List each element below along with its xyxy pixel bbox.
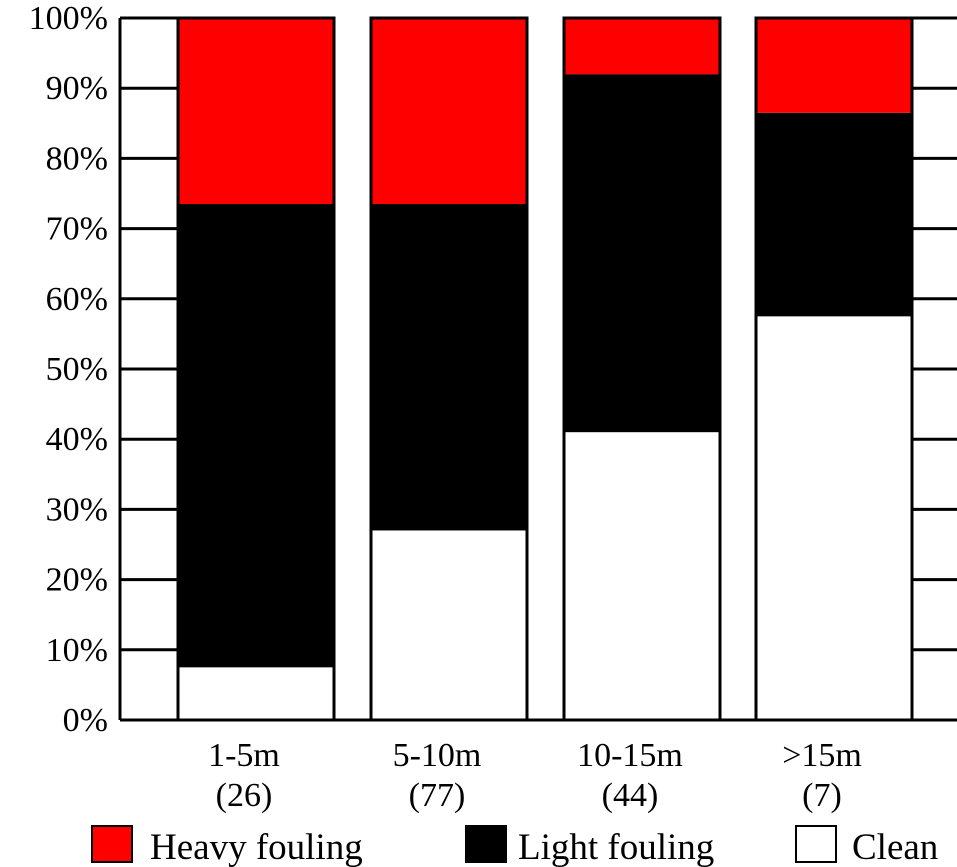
- bar-10-15m: [562, 16, 722, 722]
- y-tick-label: 40%: [46, 421, 108, 458]
- legend-swatch: [795, 825, 837, 863]
- bars: [176, 16, 914, 722]
- legend-label: Light fouling: [518, 827, 714, 867]
- bar-segment-heavy-fouling: [756, 18, 912, 113]
- bar-segment-heavy-fouling: [564, 18, 720, 75]
- legend-item-heavy-fouling: Heavy fouling: [91, 825, 363, 867]
- bar-segment-clean: [756, 316, 912, 720]
- bar-segment-clean: [371, 530, 527, 720]
- legend-label: Heavy fouling: [150, 827, 363, 867]
- bar-1-5m: [176, 16, 336, 722]
- legend-item-clean: Clean: [795, 825, 938, 867]
- legend-swatch: [91, 825, 133, 863]
- bar-segment-clean: [178, 667, 334, 720]
- legend-item-light-fouling: Light fouling: [465, 825, 714, 867]
- x-category-count: (44): [602, 777, 659, 814]
- x-category-label: 5-10m: [393, 737, 482, 774]
- x-category-count: (26): [216, 777, 273, 814]
- bar-segment-heavy-fouling: [178, 18, 334, 205]
- legend-label: Clean: [852, 827, 938, 867]
- y-axis-tick-labels: 0% 10% 20% 30% 40% 50% 60% 70% 80% 90% 100%: [29, 0, 108, 739]
- bar-5-10m: [369, 16, 529, 722]
- bar-segment-light-fouling: [564, 74, 720, 433]
- y-axis-ticks-right: [912, 16, 957, 722]
- bar-segment-light-fouling: [756, 112, 912, 317]
- y-tick-label: 30%: [46, 491, 108, 528]
- y-tick-label: 0%: [63, 702, 108, 739]
- legend-swatch: [465, 825, 507, 863]
- y-tick-label: 60%: [46, 281, 108, 318]
- bar-segment-heavy-fouling: [371, 18, 527, 205]
- y-axis-ticks-left: [120, 16, 178, 722]
- y-tick-label: 70%: [46, 211, 108, 248]
- y-tick-label: 10%: [46, 632, 108, 669]
- x-category-count: (77): [409, 777, 466, 814]
- x-axis-category-labels: 1-5m(26) 5-10m(77) 10-15m(44) >15m(7): [208, 737, 862, 814]
- bar-segment-light-fouling: [371, 204, 527, 531]
- bar-15m: [754, 16, 914, 722]
- x-category-label: 10-15m: [577, 737, 683, 774]
- x-category-count: (7): [802, 777, 842, 814]
- legend: Heavy fouling Light fouling Clean: [91, 825, 938, 867]
- y-tick-label: 90%: [46, 70, 108, 107]
- bar-segment-light-fouling: [178, 204, 334, 668]
- y-tick-label: 80%: [46, 140, 108, 177]
- y-tick-label: 50%: [46, 351, 108, 388]
- bar-segment-clean: [564, 432, 720, 720]
- y-tick-label: 20%: [46, 562, 108, 599]
- x-category-label: 1-5m: [208, 737, 280, 774]
- x-category-label: >15m: [782, 737, 862, 774]
- y-tick-label: 100%: [29, 0, 108, 37]
